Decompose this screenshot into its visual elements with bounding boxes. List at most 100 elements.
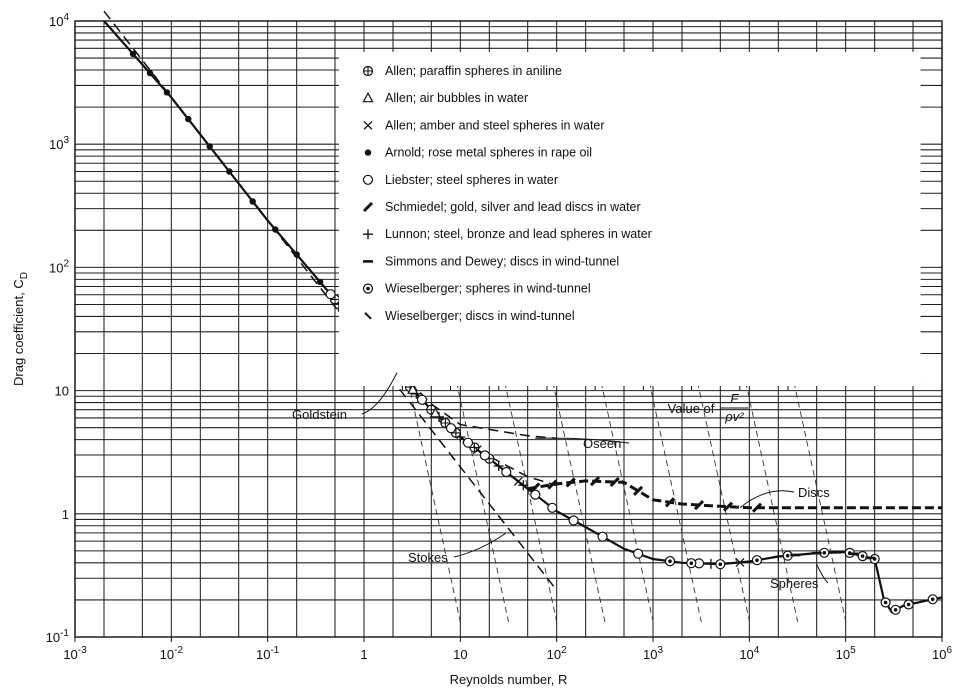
legend-label: Allen; air bubbles in water — [385, 91, 528, 105]
data-point-disc — [722, 501, 734, 512]
data-point-filled-dot — [272, 226, 279, 233]
data-point-cross — [472, 445, 482, 455]
annotation-leader-discs — [739, 490, 795, 509]
x-tick-label: 10-2 — [160, 645, 184, 662]
data-point-disc — [664, 497, 676, 508]
iso-force-line — [793, 381, 847, 623]
data-markers — [129, 50, 938, 615]
reference-lines — [407, 381, 847, 623]
legend-marker-tick — [364, 312, 372, 320]
legend-marker-filled-dot — [364, 149, 372, 156]
data-point-plus — [455, 432, 466, 442]
iso-force-line — [456, 381, 509, 623]
legend-marker-plus — [363, 229, 373, 240]
series-goldstein — [363, 334, 557, 440]
legend-label: Simmons and Dewey; discs in wind-tunnel — [385, 254, 619, 268]
legend-label: Schmiedel; gold, silver and lead discs i… — [385, 200, 641, 214]
data-point-filled-dot — [226, 168, 233, 175]
legend-marker-cross — [363, 120, 373, 130]
data-point-circle-dot — [686, 558, 697, 569]
data-point-circle-dot — [903, 599, 914, 610]
annotation-spheres: Spheres — [770, 576, 819, 591]
iso-force-line — [600, 381, 654, 623]
data-point-disc — [751, 502, 763, 513]
data-point-open-circle — [479, 450, 490, 461]
series-stokes — [103, 10, 558, 591]
legend-label: Wieselberger; spheres in wind-tunnel — [385, 282, 591, 296]
x-tick-label: 10 — [453, 647, 467, 662]
legend-label: Allen; paraffin spheres in aniline — [385, 64, 562, 78]
x-tick-label: 106 — [932, 645, 952, 662]
data-point-disc — [565, 477, 576, 488]
x-axis-title: Reynolds number, R — [450, 672, 568, 687]
legend-marker-open-circle — [362, 174, 374, 185]
legend-label: Allen; amber and steel spheres in water — [385, 118, 605, 132]
data-point-filled-dot — [316, 278, 324, 286]
y-tick-label: 102 — [49, 258, 69, 275]
legend-marker-circle-plus — [362, 65, 374, 77]
data-point-open-circle — [445, 423, 457, 434]
y-tick-label: 103 — [49, 135, 69, 152]
annotation-leader-spheres — [816, 563, 829, 584]
data-point-circle-dot — [880, 597, 891, 608]
data-point-open-circle — [547, 502, 558, 513]
y-tick-label: 104 — [49, 12, 69, 29]
data-point-open-circle — [597, 531, 608, 542]
axes: 10-3 10-2 10-1 1 10 102 103 104 105 106 10-1 1 10 102… — [11, 12, 952, 687]
iso-force-line — [745, 381, 799, 623]
data-point-circle-dot — [857, 550, 868, 562]
data-point-circle-dot — [890, 604, 901, 615]
data-point-circle-dot — [819, 547, 830, 558]
data-point-disc — [609, 476, 620, 488]
annotation-discs: Discs — [798, 485, 830, 500]
legend-label: Arnold; rose metal spheres in rape oil — [385, 146, 592, 160]
data-point-open-circle — [530, 489, 541, 500]
data-point-disc — [547, 479, 558, 490]
data-point-filled-dot — [293, 251, 300, 258]
series-discs — [527, 479, 942, 510]
data-point-disc — [589, 476, 601, 487]
data-point-open-circle — [462, 437, 474, 448]
legend-label: Wieselberger; discs in wind-tunnel — [385, 309, 575, 323]
data-point-triangle — [407, 383, 419, 394]
data-point-plus — [493, 461, 504, 471]
iso-force-line — [552, 381, 606, 623]
legend-marker-slash-filled — [362, 201, 374, 213]
annotation-oseen: Oseen — [583, 436, 621, 451]
legend-marker-triangle — [362, 91, 374, 103]
data-point-circle-dot — [715, 559, 726, 570]
data-point-open-circle — [632, 548, 644, 559]
y-axis-title: Drag coefficient, CD — [11, 272, 30, 386]
iso-force-line — [407, 381, 461, 623]
data-point-plus — [518, 480, 529, 491]
data-point-filled-dot — [249, 198, 256, 205]
data-point-disc — [530, 482, 541, 493]
data-point-filled-dot — [185, 115, 192, 123]
data-point-cross — [735, 557, 745, 567]
x-tick-label: 105 — [836, 645, 856, 662]
x-tick-label: 10-3 — [63, 645, 87, 662]
data-point-filled-dot — [163, 89, 171, 96]
data-point-triangle — [429, 407, 441, 418]
y-tick-label: 10 — [55, 384, 69, 399]
inset-title: Value of — [668, 401, 715, 416]
data-point-open-circle — [416, 394, 428, 405]
legend-label: Lunnon; steel, bronze and lead spheres i… — [385, 227, 652, 241]
legend-label: Liebster; steel spheres in water — [385, 173, 558, 187]
inset-fraction-num: F — [730, 391, 739, 406]
data-point-plus — [706, 558, 716, 569]
x-tick-label: 104 — [739, 645, 759, 662]
data-point-filled-dot — [129, 50, 137, 58]
data-point-circle-dot — [751, 555, 763, 566]
legend: Allen; paraffin spheres in aniline Allen;… — [338, 52, 921, 386]
x-tick-label: 10-1 — [256, 645, 280, 662]
inset-fraction-den: ρv² — [724, 409, 744, 424]
data-point-circle-dot — [927, 594, 938, 605]
data-point-disc — [693, 500, 705, 511]
annotation-leader-oseen — [535, 437, 630, 444]
x-tick-label: 102 — [547, 645, 567, 662]
x-tick-label: 1 — [360, 647, 367, 662]
data-point-open-circle — [568, 515, 579, 526]
data-point-cross — [513, 476, 523, 486]
